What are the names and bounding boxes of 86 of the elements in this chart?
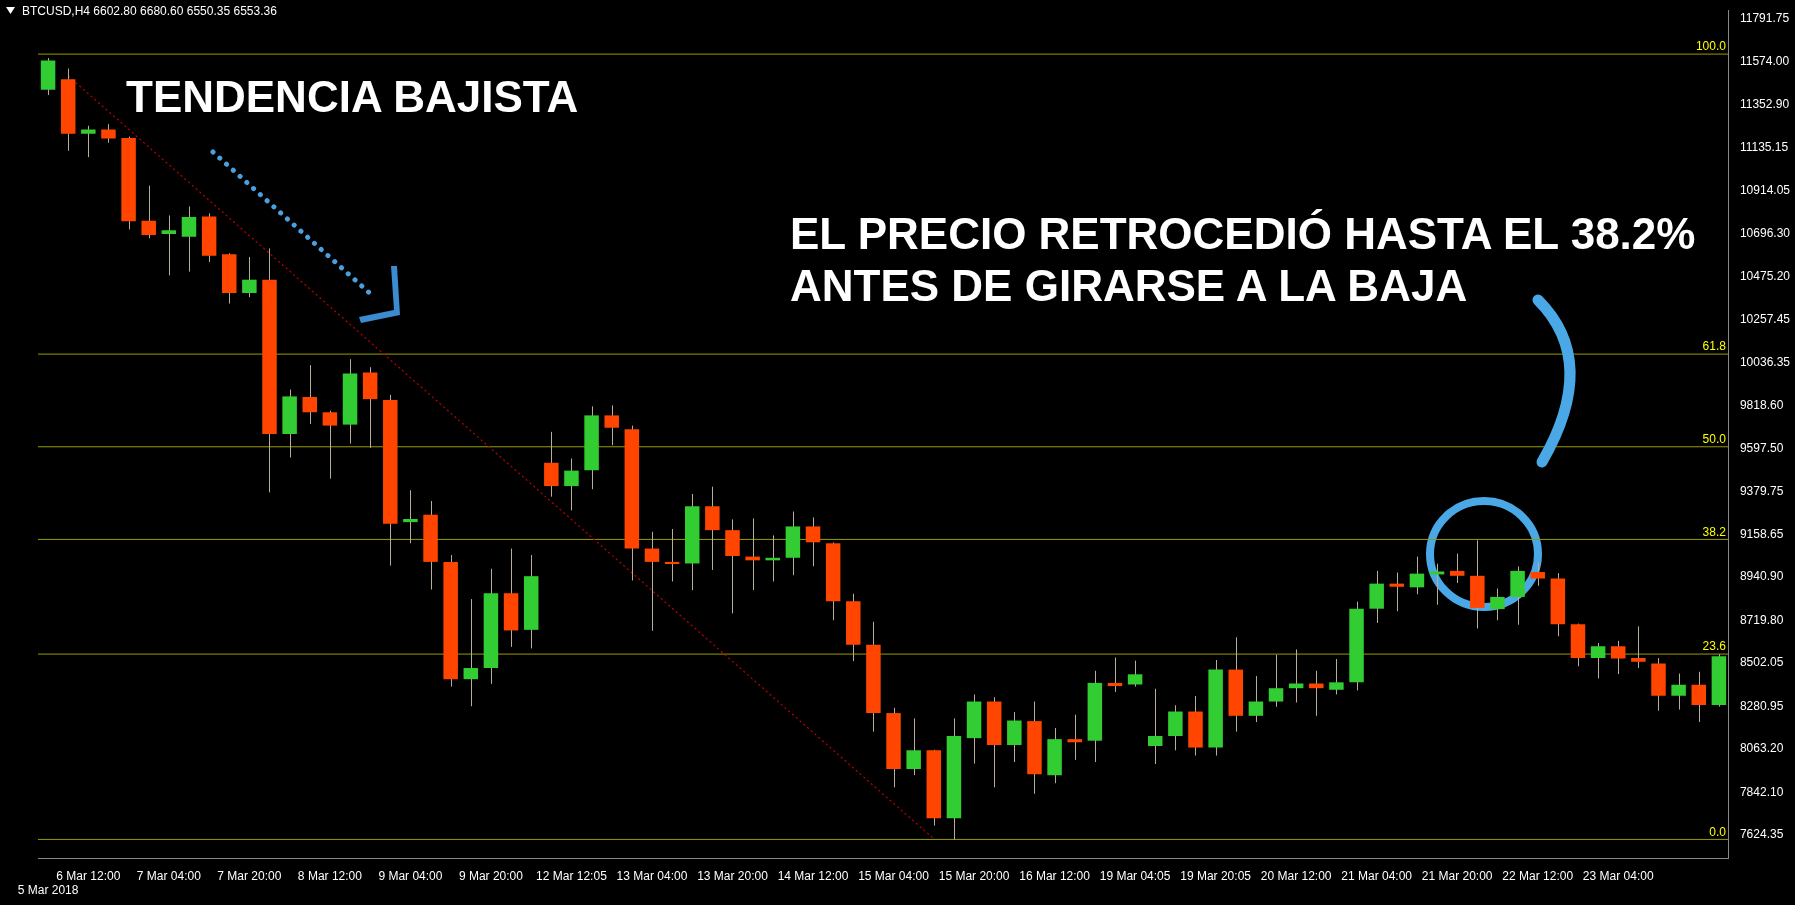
candlestick — [403, 489, 418, 544]
candlestick — [1147, 688, 1163, 765]
candlestick — [1671, 673, 1686, 711]
y-tick-label: 10696.30 — [1739, 225, 1791, 240]
y-tick-label: 11574.00 — [1739, 53, 1790, 68]
candlestick — [1610, 640, 1626, 675]
candlestick — [1127, 660, 1143, 688]
x-tick-label: 21 Mar 20:00 — [1421, 868, 1493, 883]
y-tick-label: 9158.65 — [1739, 526, 1784, 541]
x-tick-label: 14 Mar 12:00 — [777, 868, 849, 883]
y-tick-label: 8063.20 — [1739, 741, 1784, 756]
y-tick-label: 10914.05 — [1739, 183, 1791, 198]
y-tick-label: 8719.80 — [1739, 612, 1784, 627]
candlestick — [664, 528, 680, 582]
candlestick — [544, 431, 559, 498]
x-tick-label: 20 Mar 12:00 — [1260, 868, 1332, 883]
x-tick-label: 19 Mar 04:05 — [1099, 868, 1171, 883]
y-tick-label: 11791.75 — [1739, 11, 1790, 26]
annotation: BTCUSD,H4 6602.80 6680.60 6550.35 6553.36 — [22, 4, 277, 18]
x-tick-label: 13 Mar 20:00 — [697, 868, 769, 883]
ref-line-label: 38.2 — [1702, 524, 1727, 539]
x-tick-label: 8 Mar 12:00 — [297, 868, 363, 883]
candlestick — [1590, 642, 1606, 679]
y-tick-label: 7624.35 — [1739, 827, 1784, 842]
ref-line-label: 50.0 — [1702, 432, 1727, 447]
y-tick-label: 9597.50 — [1739, 440, 1784, 455]
y-tick-label: 9379.75 — [1739, 483, 1784, 498]
y-tick-label: 7842.10 — [1739, 784, 1784, 799]
candlestick — [1429, 563, 1445, 606]
y-tick-label: 8280.95 — [1739, 698, 1784, 713]
x-tick-label: 7 Mar 04:00 — [136, 868, 202, 883]
x-tick-label: 9 Mar 04:00 — [378, 868, 443, 883]
candlestick — [141, 185, 156, 239]
candlestick — [161, 214, 177, 276]
y-tick-label: 11352.90 — [1739, 97, 1790, 112]
y-tick-label: 11135.15 — [1739, 139, 1789, 154]
x-tick-label: 15 Mar 20:00 — [938, 868, 1010, 883]
x-tick-label: 7 Mar 20:00 — [217, 868, 282, 883]
candlestick — [101, 123, 116, 144]
x-tick-label: 6 Mar 12:00 — [56, 868, 121, 883]
candlestick — [1449, 553, 1465, 584]
y-tick-label: 8940.90 — [1739, 569, 1784, 584]
y-tick-label: 8502.05 — [1739, 655, 1784, 670]
y-tick-label: 10475.20 — [1739, 269, 1791, 284]
candlestick — [906, 717, 921, 776]
candlestick — [604, 404, 619, 446]
candlestick — [1409, 556, 1425, 595]
candlestick — [81, 125, 96, 158]
candlestick — [644, 531, 660, 632]
candlestick — [1248, 675, 1264, 723]
x-tick-label: 13 Mar 04:00 — [616, 868, 688, 883]
candlestick — [302, 364, 318, 425]
annotation: TENDENCIA BAJISTA — [126, 72, 579, 122]
y-tick-label: 9818.60 — [1739, 397, 1784, 412]
candlestick — [322, 410, 338, 480]
x-tick-label: 9 Mar 20:00 — [458, 868, 524, 883]
candlestick — [181, 205, 197, 273]
x-tick-label: 5 Mar 2018 — [17, 883, 79, 898]
x-tick-label: 22 Mar 12:00 — [1502, 868, 1574, 883]
x-tick-label: 12 Mar 12:05 — [536, 868, 608, 883]
candlestick — [1490, 588, 1505, 621]
ref-line-label: 100.0 — [1695, 39, 1727, 54]
candlestick — [705, 486, 720, 571]
x-tick-label: 23 Mar 04:00 — [1582, 868, 1654, 883]
candlestick — [1268, 654, 1284, 708]
ref-line-label: 0.0 — [1709, 824, 1727, 839]
ref-line-label: 23.6 — [1702, 639, 1727, 654]
candlestick — [1691, 671, 1706, 723]
candlestick — [242, 256, 257, 298]
candlestick — [1107, 656, 1123, 693]
candlestick — [1389, 571, 1405, 612]
candlestick — [805, 516, 821, 567]
x-tick-label: 21 Mar 04:00 — [1341, 868, 1413, 883]
x-tick-label: 15 Mar 04:00 — [858, 868, 930, 883]
y-tick-label: 10036.35 — [1739, 354, 1791, 369]
candlestick — [463, 598, 479, 707]
x-tick-label: 16 Mar 12:00 — [1019, 868, 1091, 883]
annotation: EL PRECIO RETROCEDIÓ HASTA EL 38.2% ANTES DE GIRARSE A LA BAJA — [790, 208, 1696, 312]
candlestick — [564, 457, 579, 511]
candlestick — [1067, 714, 1082, 761]
candlestick — [1329, 658, 1344, 695]
candlestick — [1631, 625, 1646, 669]
y-tick-label: 10257.45 — [1739, 311, 1791, 326]
candlestick — [1530, 561, 1545, 587]
x-tick-label: 19 Mar 20:05 — [1180, 868, 1252, 883]
ref-line-label: 61.8 — [1702, 339, 1727, 354]
